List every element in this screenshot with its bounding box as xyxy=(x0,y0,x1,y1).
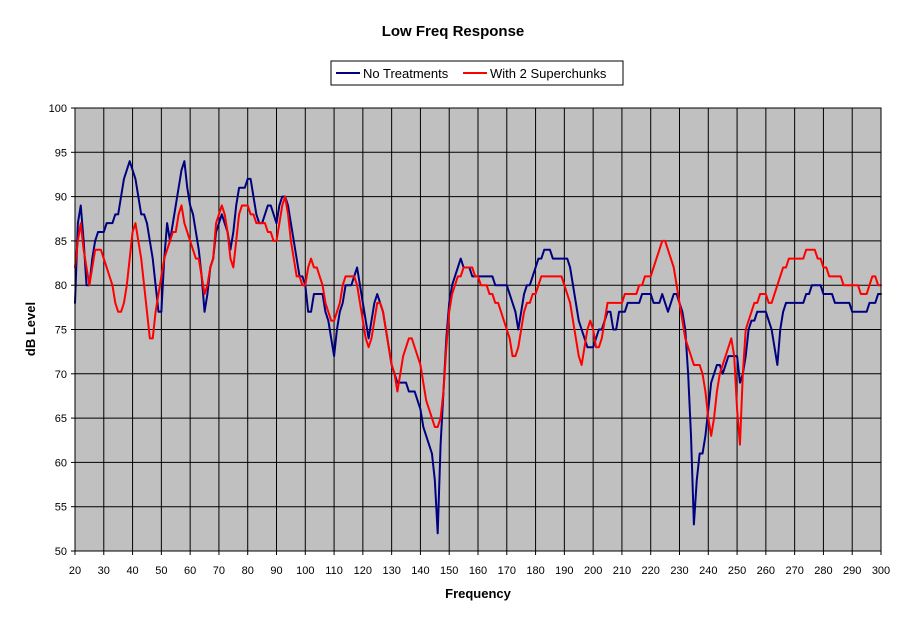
x-tick-label: 50 xyxy=(155,565,167,577)
x-tick-label: 180 xyxy=(526,565,544,577)
x-tick-label: 230 xyxy=(670,565,688,577)
y-tick-label: 55 xyxy=(55,502,67,514)
legend: No Treatments With 2 Superchunks xyxy=(330,60,624,86)
y-tick-label: 95 xyxy=(55,147,67,159)
y-tick-label: 75 xyxy=(55,325,67,337)
x-axis-title: Frequency xyxy=(445,586,512,601)
x-tick-label: 280 xyxy=(814,565,832,577)
y-tick-label: 50 xyxy=(55,546,67,558)
x-tick-label: 90 xyxy=(270,565,282,577)
x-tick-label: 30 xyxy=(98,565,110,577)
x-tick-label: 40 xyxy=(126,565,138,577)
legend-label-no-treatments: No Treatments xyxy=(363,66,449,81)
x-tick-label: 190 xyxy=(555,565,573,577)
plot-frame xyxy=(74,107,882,552)
x-tick-label: 220 xyxy=(642,565,660,577)
y-tick-label: 60 xyxy=(55,457,67,469)
y-tick-label: 80 xyxy=(55,280,67,292)
y-axis-title: dB Level xyxy=(23,302,38,356)
x-tick-label: 300 xyxy=(872,565,890,577)
x-tick-label: 290 xyxy=(843,565,861,577)
x-tick-label: 140 xyxy=(411,565,429,577)
x-tick-label: 20 xyxy=(69,565,81,577)
x-tick-label: 120 xyxy=(354,565,372,577)
x-tick-label: 100 xyxy=(296,565,314,577)
x-tick-label: 70 xyxy=(213,565,225,577)
y-tick-label: 65 xyxy=(55,413,67,425)
x-tick-label: 130 xyxy=(382,565,400,577)
y-tick-label: 70 xyxy=(55,369,67,381)
x-tick-label: 200 xyxy=(584,565,602,577)
x-tick-label: 150 xyxy=(440,565,458,577)
x-tick-label: 260 xyxy=(757,565,775,577)
x-tick-label: 250 xyxy=(728,565,746,577)
x-tick-label: 80 xyxy=(242,565,254,577)
y-tick-label: 90 xyxy=(55,192,67,204)
chart-title: Low Freq Response xyxy=(382,23,525,40)
x-tick-label: 110 xyxy=(325,565,343,577)
x-tick-label: 240 xyxy=(699,565,717,577)
series-layer xyxy=(74,160,882,535)
x-tick-label: 170 xyxy=(498,565,516,577)
x-tick-label: 270 xyxy=(785,565,803,577)
axes-layer: 20 30 40 50 60 70 80 90 100 110 120 130 140 150 160 170… xyxy=(49,103,891,577)
x-tick-label: 160 xyxy=(469,565,487,577)
y-tick-label: 85 xyxy=(55,236,67,248)
x-tick-label: 210 xyxy=(613,565,631,577)
y-tick-label: 100 xyxy=(49,103,67,115)
legend-label-with-2-superchunks: With 2 Superchunks xyxy=(490,66,607,81)
series-line-with-2-superchunks xyxy=(74,195,882,446)
x-tick-label: 60 xyxy=(184,565,196,577)
